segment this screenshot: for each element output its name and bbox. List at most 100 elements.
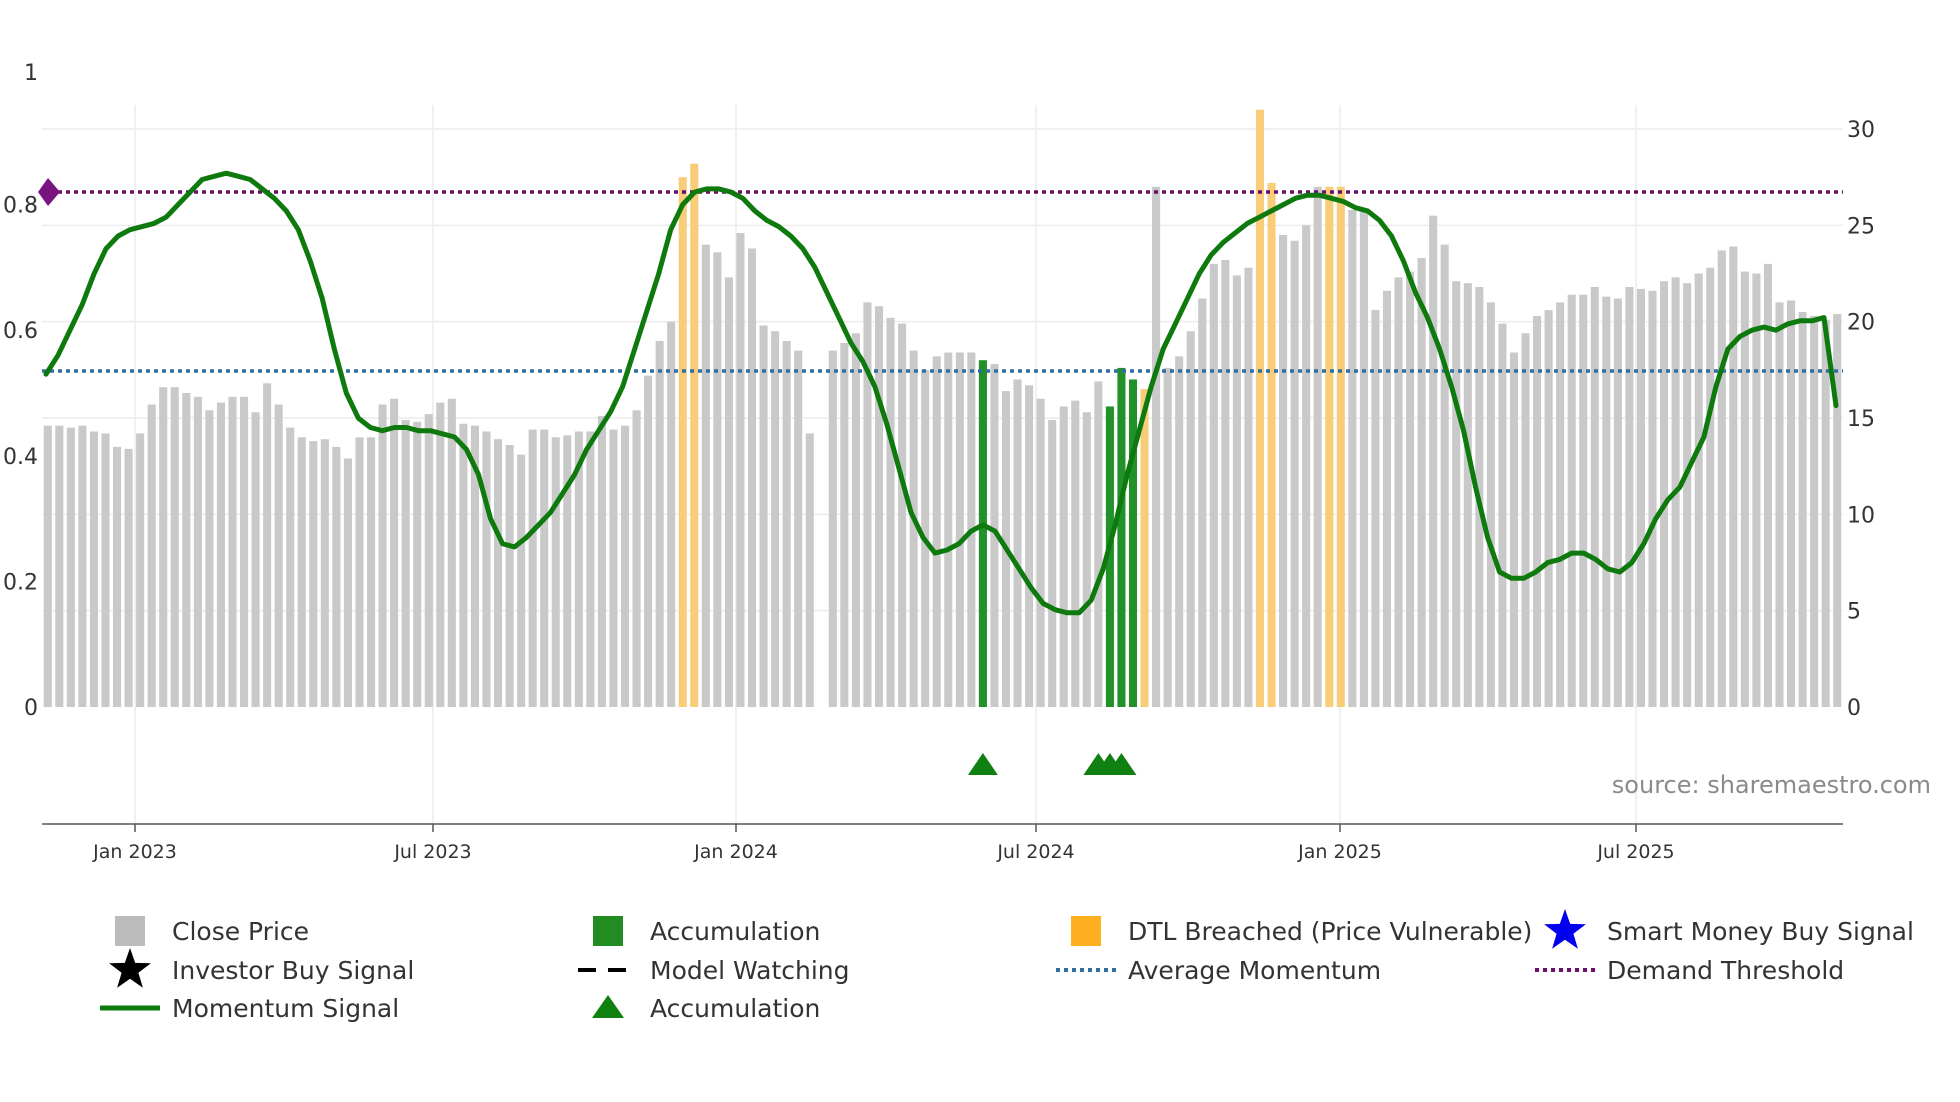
close-price-bar <box>505 444 514 707</box>
close-price-bar <box>1567 294 1576 707</box>
legend-label: Momentum Signal <box>172 994 399 1023</box>
close-price-bar <box>239 396 249 707</box>
close-price-bar <box>1279 234 1288 707</box>
right-axis-tick: 10 <box>1847 503 1875 528</box>
close-price-bar <box>401 419 410 707</box>
close-price-bar <box>113 446 122 707</box>
close-price-bar <box>944 352 953 707</box>
close-price-bar <box>551 437 560 707</box>
dtl-breached-bar <box>1140 389 1149 707</box>
close-price-bar <box>1694 273 1703 707</box>
close-price-bar <box>517 454 526 707</box>
legend-label: Accumulation <box>650 917 820 946</box>
legend: Close Price Accumulation DTL Breached (Pri… <box>100 909 1914 1023</box>
close-price-bar <box>1232 275 1241 707</box>
legend-item: DTL Breached (Price Vulnerable) <box>1071 916 1532 946</box>
legend-swatch <box>115 916 145 946</box>
close-price-bar <box>1175 356 1184 707</box>
accumulation-triangle <box>967 753 998 775</box>
accumulation-triangle <box>1106 753 1137 775</box>
legend-swatch <box>593 916 623 946</box>
close-price-bar <box>1406 271 1415 707</box>
close-price-bar <box>493 439 503 707</box>
close-price-bar <box>1244 267 1253 707</box>
close-price-bar <box>1440 244 1449 707</box>
legend-label: DTL Breached (Price Vulnerable) <box>1128 917 1532 946</box>
close-price-bar <box>1763 263 1772 707</box>
close-price-bar <box>586 431 595 707</box>
right-axis-tick: 20 <box>1847 311 1875 336</box>
close-price-bar <box>66 427 75 707</box>
source-label: source: sharemaestro.com <box>1612 771 1931 799</box>
close-price-bar <box>1521 333 1530 707</box>
close-price-bar <box>1209 263 1218 707</box>
close-price-bar <box>724 277 733 707</box>
close-price-bar <box>320 439 329 707</box>
x-axis-tick: Jan 2025 <box>1297 841 1382 863</box>
close-price-bar <box>1636 288 1646 707</box>
x-axis-tick: Jan 2023 <box>92 841 177 863</box>
close-price-bars <box>43 109 1842 708</box>
legend-label: Investor Buy Signal <box>172 956 414 985</box>
close-price-bar <box>1498 323 1507 707</box>
legend-star-icon <box>109 948 151 988</box>
dtl-breached-bar <box>678 177 687 707</box>
close-price-bar <box>413 421 422 707</box>
left-axis-tick: 1 <box>24 61 38 86</box>
close-price-bar <box>1821 319 1830 707</box>
close-price-bar <box>886 317 895 707</box>
right-axis-tick: 5 <box>1847 600 1861 625</box>
close-price-bar <box>1186 331 1195 707</box>
close-price-bar <box>1071 400 1080 707</box>
close-price-bar <box>205 410 214 707</box>
close-price-bar <box>309 441 318 707</box>
legend-item: Demand Threshold <box>1535 956 1844 985</box>
right-axis-tick: 0 <box>1847 696 1861 721</box>
legend-item: Average Momentum <box>1056 956 1381 985</box>
close-price-bar <box>1717 250 1726 707</box>
right-axis-tick: 25 <box>1847 214 1875 239</box>
close-price-bar <box>1359 211 1368 707</box>
right-axis-tick: 15 <box>1847 407 1875 432</box>
close-price-bar <box>1394 277 1403 707</box>
x-axis-tick: Jul 2025 <box>1596 841 1674 863</box>
close-price-bar <box>1787 300 1796 707</box>
legend-label: Accumulation <box>650 994 820 1023</box>
legend-item: Momentum Signal <box>100 994 399 1023</box>
accumulation-bar <box>1128 379 1138 707</box>
close-price-bar <box>1798 312 1807 707</box>
close-price-bar <box>1025 385 1034 707</box>
close-price-bar <box>1613 298 1622 707</box>
close-price-bar <box>1556 302 1565 707</box>
close-price-bar <box>713 252 722 707</box>
close-price-bar <box>1163 367 1172 707</box>
close-price-bar <box>1706 267 1715 707</box>
close-price-bar <box>193 396 202 707</box>
close-price-bar <box>147 404 156 707</box>
legend-triangle-icon <box>592 995 624 1018</box>
close-price-bar <box>1290 240 1299 707</box>
close-price-bar <box>874 306 884 707</box>
close-price-bar <box>620 425 630 707</box>
close-price-bar <box>898 323 907 707</box>
close-price-bar <box>251 412 260 707</box>
close-price-bar <box>390 398 399 707</box>
close-price-bar <box>1429 215 1438 707</box>
close-price-bar <box>1544 310 1553 707</box>
close-price-bar <box>863 302 872 707</box>
close-price-bar <box>782 340 791 707</box>
close-price-bar <box>124 448 133 707</box>
left-axis-tick: 0.4 <box>3 445 38 470</box>
close-price-bar <box>332 446 341 707</box>
close-price-bar <box>632 410 641 707</box>
close-price-bar <box>1660 281 1669 707</box>
left-axis-tick: 0 <box>24 696 38 721</box>
close-price-bar <box>1013 379 1022 707</box>
close-price-bar <box>470 425 479 707</box>
close-price-bar <box>136 433 145 707</box>
close-price-bar <box>436 402 445 707</box>
legend-swatch <box>1071 916 1101 946</box>
close-price-bar <box>667 321 676 707</box>
